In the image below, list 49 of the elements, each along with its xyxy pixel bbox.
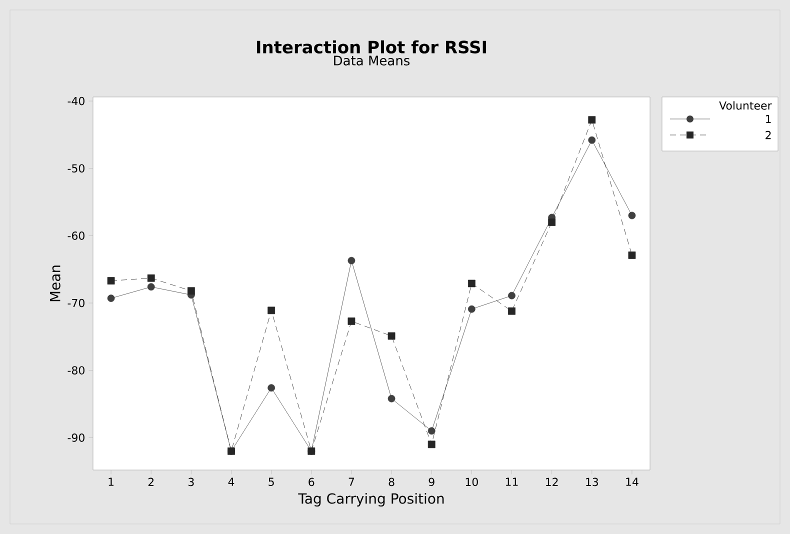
point: [428, 427, 436, 435]
chart-subtitle: Data Means: [334, 56, 410, 66]
y-tick-label: -70: [68, 298, 84, 308]
point: [428, 440, 436, 448]
point: [628, 212, 636, 220]
point: [187, 287, 195, 295]
x-tick-label: 5: [268, 478, 274, 486]
point: [348, 317, 356, 325]
x-tick-label: 10: [466, 478, 478, 486]
point: [348, 256, 356, 264]
y-tick-label: -40: [68, 96, 84, 106]
x-tick-label: 8: [388, 478, 394, 486]
point: [468, 280, 476, 288]
y-tick-label: -90: [68, 434, 84, 442]
x-tick-label: 14: [626, 478, 638, 486]
x-axis-title: Tag Carrying Position: [298, 492, 444, 507]
y-tick-label: -60: [68, 232, 84, 240]
x-tick-label: 9: [428, 478, 434, 486]
point: [147, 274, 155, 282]
x-tick-label: 3: [188, 478, 194, 486]
text: 2: [766, 130, 771, 140]
point: [107, 294, 115, 302]
point: [388, 332, 396, 340]
x-tick-label: 13: [586, 478, 598, 486]
x-tick-label: 7: [348, 478, 354, 486]
point: [468, 305, 476, 313]
chart-title: Interaction Plot for RSSI: [256, 40, 486, 54]
point: [508, 307, 516, 315]
y-axis-title: Mean: [50, 266, 60, 302]
point: [588, 136, 596, 144]
point: [107, 277, 115, 284]
x-tick-label: 6: [308, 478, 314, 486]
point: [508, 292, 516, 300]
point: [147, 283, 155, 291]
point: [268, 306, 276, 314]
text: 1: [766, 114, 771, 123]
x-tick-label: 2: [148, 478, 154, 486]
point: [268, 384, 276, 392]
legend-title: Volunteer: [719, 101, 772, 110]
y-tick-label: -50: [68, 164, 84, 173]
x-tick-label: 1: [108, 478, 114, 486]
point: [588, 116, 596, 124]
x-tick-label: 12: [546, 478, 558, 486]
y-tick-label: -80: [68, 366, 84, 374]
x-tick-label: 4: [228, 478, 234, 486]
point: [388, 394, 396, 402]
point: [548, 218, 556, 226]
point: [628, 252, 636, 259]
x-tick-label: 11: [506, 478, 518, 486]
